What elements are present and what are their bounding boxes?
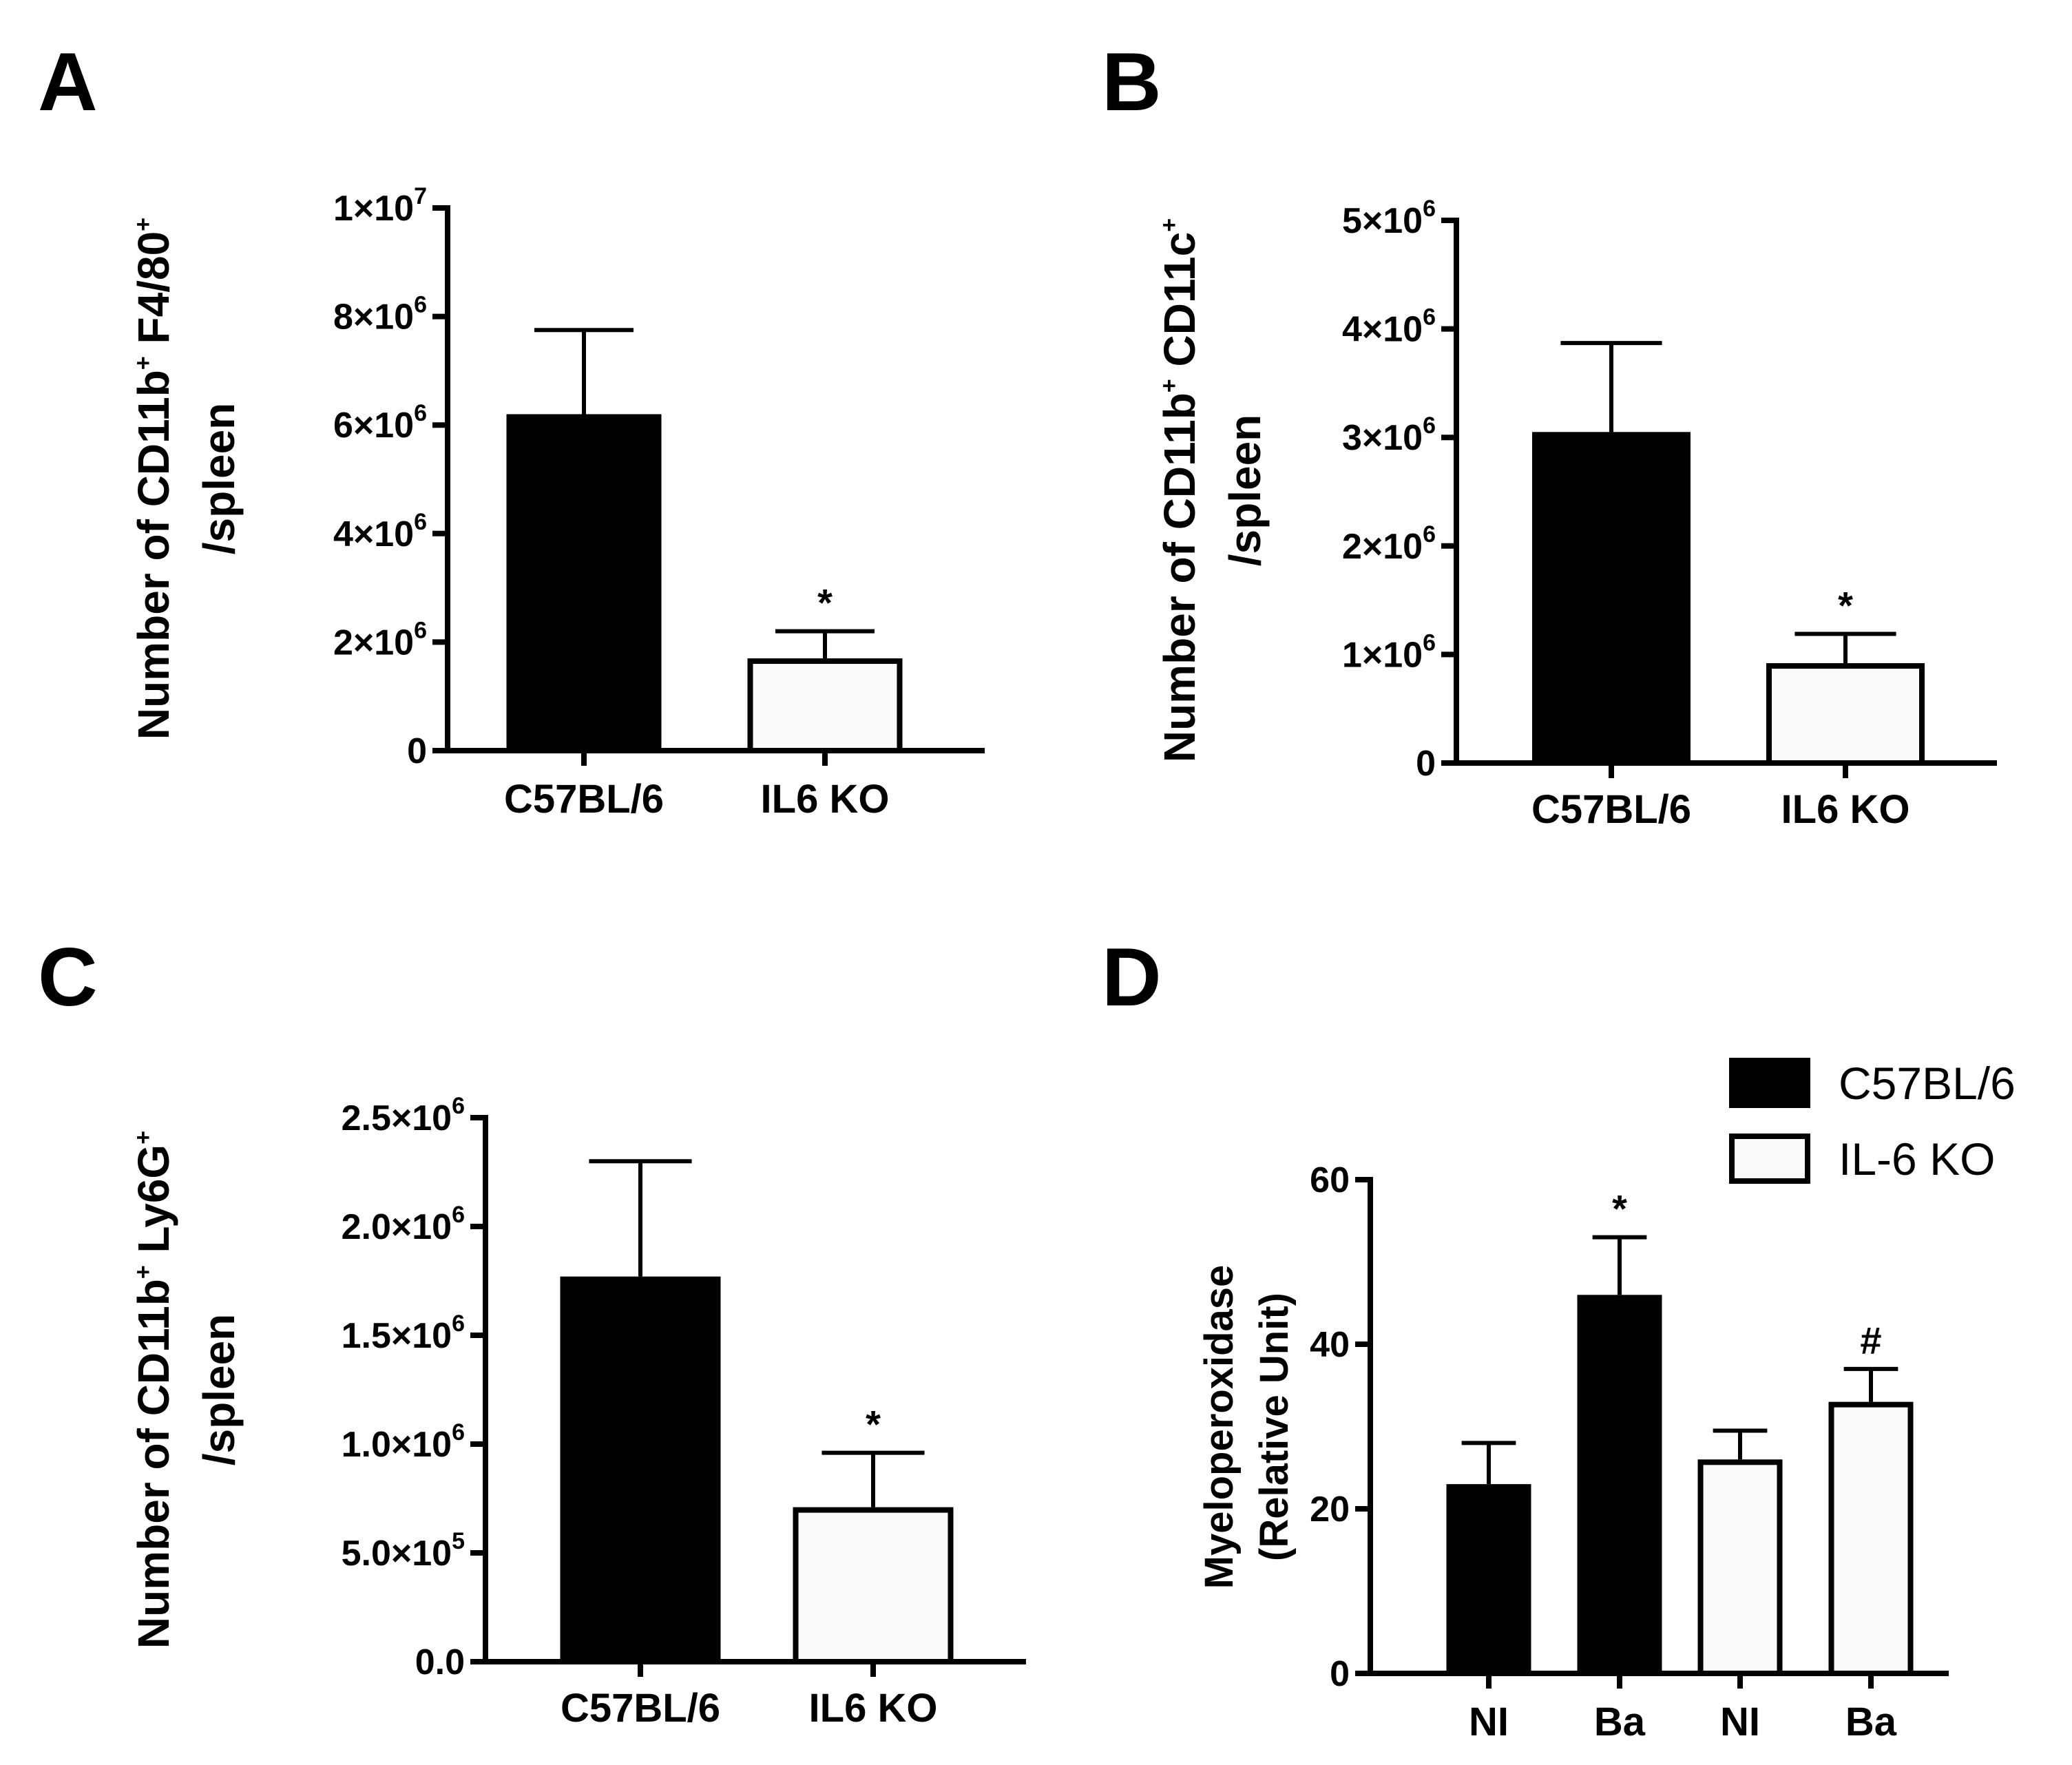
y-tick-label: 4×106 xyxy=(1342,304,1436,350)
y-tick-label: 1.5×106 xyxy=(342,1310,465,1356)
y-axis-title-line2: /spleen xyxy=(1220,415,1270,567)
bar xyxy=(1697,1459,1783,1677)
y-tick-label: 40 xyxy=(1310,1325,1350,1365)
significance-marker: # xyxy=(1860,1319,1881,1362)
x-tick-label: IL6 KO xyxy=(809,1686,938,1731)
x-tick-label: C57BL/6 xyxy=(561,1686,720,1731)
y-axis-title-line2: /spleen xyxy=(194,1314,244,1466)
bar xyxy=(1766,663,1925,766)
x-tick-label: C57BL/6 xyxy=(504,777,664,822)
y-tick-label: 1×107 xyxy=(333,183,427,229)
y-tick-label: 60 xyxy=(1310,1160,1350,1200)
y-axis-title: Myeloperoxidase xyxy=(1197,1265,1242,1589)
chart-d: * #0 20 40 60 NI Ba NI Ba Myeloperoxidase (Relativ… xyxy=(1197,1058,2016,1744)
y-tick-label: 2×106 xyxy=(333,617,427,662)
y-axis-title-line2: /spleen xyxy=(194,403,244,555)
panel-label-d: D xyxy=(1102,931,1162,1023)
legend-swatch xyxy=(1729,1134,1810,1184)
x-tick-label: NI xyxy=(1469,1700,1509,1744)
chart-b: * 0 1×106 2×106 3×106 4×106 5×106 C57BL/6 IL6 KO… xyxy=(1155,196,1997,832)
y-axis-title: Number of CD11b+ F4/80+ xyxy=(129,218,178,740)
bar xyxy=(793,1507,954,1664)
y-tick-label: 5.0×105 xyxy=(342,1528,465,1574)
y-tick-label: 0 xyxy=(1416,744,1436,784)
y-tick-label: 1.0×106 xyxy=(342,1419,465,1465)
y-tick-label: 0.0 xyxy=(415,1642,465,1682)
y-tick-label: 5×106 xyxy=(1342,196,1436,241)
y-tick-label: 4×106 xyxy=(333,509,427,554)
y-axis-title: Number of CD11b+ Ly6G+ xyxy=(129,1131,178,1649)
bar xyxy=(560,1276,721,1665)
bar xyxy=(1577,1295,1662,1677)
panel-label-c: C xyxy=(38,931,98,1023)
bar xyxy=(1532,432,1691,766)
y-axis-title: Number of CD11b+ CD11c+ xyxy=(1155,218,1204,762)
chart-c: * 0.0 5.0×105 1.0×106 1.5×106 2.0×106 2.5×106 C… xyxy=(129,1093,1026,1731)
significance-marker: * xyxy=(1838,583,1853,627)
bar xyxy=(1446,1484,1531,1676)
y-tick-label: 2.5×106 xyxy=(342,1093,465,1138)
significance-marker: * xyxy=(1612,1187,1627,1231)
y-tick-label: 0 xyxy=(1330,1654,1350,1694)
significance-marker: * xyxy=(866,1403,881,1446)
legend-label: C57BL/6 xyxy=(1839,1058,2016,1109)
bar xyxy=(747,658,903,753)
y-tick-label: 0 xyxy=(407,731,427,771)
y-tick-label: 2×106 xyxy=(1342,521,1436,567)
x-tick-label: IL6 KO xyxy=(761,777,890,822)
x-tick-label: Ba xyxy=(1594,1700,1646,1744)
y-tick-label: 20 xyxy=(1310,1490,1350,1529)
y-tick-label: 2.0×106 xyxy=(342,1202,465,1247)
x-tick-label: Ba xyxy=(1845,1700,1897,1744)
y-tick-label: 1×106 xyxy=(1342,629,1436,675)
panel-label-b: B xyxy=(1102,36,1162,128)
bar xyxy=(506,414,662,753)
x-tick-label: NI xyxy=(1720,1700,1760,1744)
legend-label: IL-6 KO xyxy=(1839,1134,1995,1184)
y-tick-label: 6×106 xyxy=(333,400,427,446)
panel-label-a: A xyxy=(38,36,98,128)
y-tick-label: 3×106 xyxy=(1342,412,1436,458)
x-tick-label: C57BL/6 xyxy=(1531,787,1691,832)
y-tick-label: 8×106 xyxy=(333,292,427,337)
chart-a: * 0 2×106 4×106 6×106 8×106 1×107 C57BL/6 IL6 KO… xyxy=(129,183,985,822)
y-axis-title-line2: (Relative Unit) xyxy=(1252,1293,1297,1561)
significance-marker: * xyxy=(817,581,833,625)
legend-swatch xyxy=(1729,1058,1810,1108)
bar xyxy=(1828,1401,1914,1677)
x-tick-label: IL6 KO xyxy=(1781,787,1910,832)
